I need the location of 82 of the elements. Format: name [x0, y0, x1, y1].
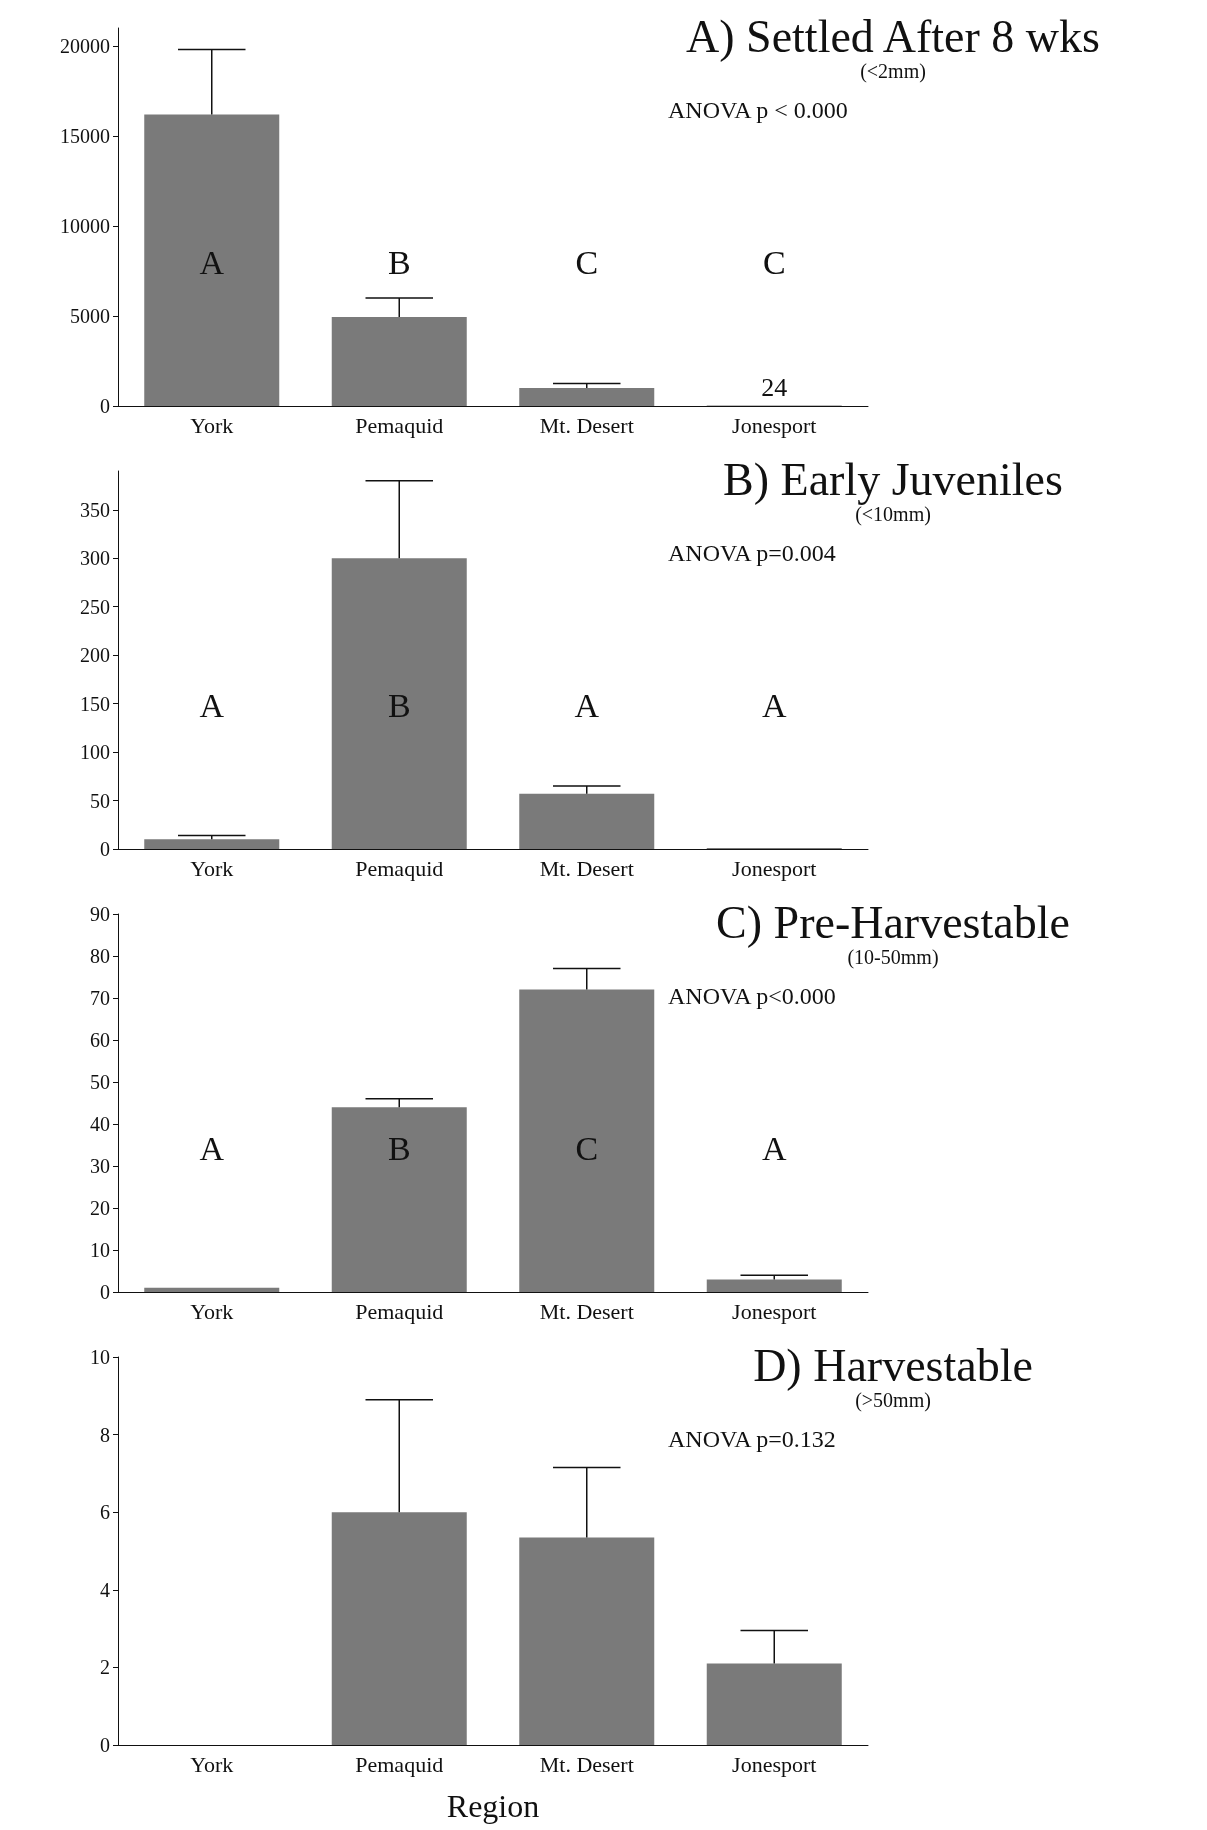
- bar: [519, 989, 655, 1292]
- x-axis-title: Region: [446, 1788, 540, 1824]
- annotation: A: [761, 1129, 787, 1167]
- y-tick-label: 50: [90, 789, 110, 812]
- data-label: 24: [761, 373, 788, 403]
- x-tick-label: Mt. Desert: [539, 412, 634, 438]
- y-tick-label: 200: [80, 644, 110, 667]
- bar: [706, 1663, 842, 1745]
- x-tick-label: Jonesport: [732, 412, 817, 438]
- y-tick-label: 0: [100, 1734, 110, 1756]
- annotation: ANOVA p<0.000: [668, 983, 836, 1009]
- annotation: C: [762, 243, 786, 281]
- bar: [331, 1107, 467, 1292]
- annotation: ANOVA p=0.004: [668, 540, 836, 566]
- y-tick-label: 50: [90, 1071, 110, 1093]
- annotation: A: [574, 686, 600, 724]
- y-tick-label: 0: [100, 838, 110, 860]
- chart-title: D) Harvestable: [753, 1339, 1033, 1391]
- bar: [519, 388, 655, 406]
- text: (>50mm): [855, 1389, 931, 1412]
- x-tick-label: Jonesport: [732, 1751, 817, 1777]
- x-tick-label: Pemaquid: [355, 1751, 444, 1777]
- x-tick-label: Pemaquid: [355, 855, 444, 881]
- annotation: ANOVA p=0.132: [668, 1426, 836, 1452]
- x-tick-label: Jonesport: [732, 855, 817, 881]
- bar: [331, 316, 467, 406]
- y-tick-label: 350: [80, 498, 110, 521]
- y-tick-label: 80: [90, 945, 110, 967]
- bar: [519, 1537, 655, 1745]
- bar: [144, 114, 280, 406]
- bar: [144, 839, 280, 849]
- y-tick-label: 10000: [60, 215, 110, 237]
- y-tick-label: 60: [90, 1029, 110, 1051]
- y-tick-label: 6: [100, 1501, 110, 1524]
- y-tick-label: 100: [80, 741, 110, 764]
- chart-title: C) Pre-Harvestable: [716, 896, 1070, 948]
- annotation: C: [575, 243, 599, 281]
- annotation: A: [199, 243, 225, 281]
- y-tick-label: 10: [90, 1239, 110, 1261]
- annotation: B: [387, 1129, 411, 1167]
- y-tick-label: 0: [100, 395, 110, 417]
- annotation: A: [199, 686, 225, 724]
- y-tick-label: 20000: [60, 35, 110, 57]
- y-tick-label: 40: [90, 1113, 110, 1135]
- annotation: B: [387, 686, 411, 724]
- y-tick-label: 4: [100, 1578, 110, 1601]
- x-tick-label: York: [190, 1751, 234, 1777]
- x-tick-label: Pemaquid: [355, 412, 444, 438]
- bar: [706, 1279, 842, 1292]
- x-tick-label: York: [190, 1298, 234, 1324]
- chart-title: A) Settled After 8 wks: [686, 10, 1100, 62]
- annotation: B: [387, 243, 411, 281]
- x-tick-label: Mt. Desert: [539, 855, 634, 881]
- bar: [331, 558, 467, 849]
- y-tick-label: 10: [90, 1346, 110, 1368]
- y-tick-label: 70: [90, 987, 110, 1009]
- text: (<2mm): [860, 60, 926, 83]
- y-tick-label: 8: [100, 1423, 110, 1446]
- x-tick-label: York: [190, 855, 234, 881]
- y-tick-label: 30: [90, 1155, 110, 1177]
- y-tick-label: 250: [80, 595, 110, 618]
- x-tick-label: Mt. Desert: [539, 1751, 634, 1777]
- bar: [331, 1512, 467, 1745]
- x-tick-label: York: [190, 412, 234, 438]
- annotation: ANOVA p < 0.000: [668, 97, 848, 123]
- x-tick-label: Mt. Desert: [539, 1298, 634, 1324]
- annotation: C: [575, 1129, 599, 1167]
- y-tick-label: 90: [90, 903, 110, 925]
- y-tick-label: 15000: [60, 125, 110, 147]
- bar: [144, 1287, 280, 1292]
- x-tick-label: Pemaquid: [355, 1298, 444, 1324]
- y-tick-label: 5000: [70, 305, 110, 327]
- annotation: A: [199, 1129, 225, 1167]
- bar: [519, 793, 655, 849]
- y-tick-label: 300: [80, 547, 110, 570]
- y-tick-label: 150: [80, 692, 110, 715]
- y-tick-label: 20: [90, 1197, 110, 1219]
- x-tick-label: Jonesport: [732, 1298, 817, 1324]
- text: (10-50mm): [847, 946, 939, 969]
- annotation: A: [761, 686, 787, 724]
- y-tick-label: 0: [100, 1281, 110, 1303]
- y-tick-label: 2: [100, 1656, 110, 1679]
